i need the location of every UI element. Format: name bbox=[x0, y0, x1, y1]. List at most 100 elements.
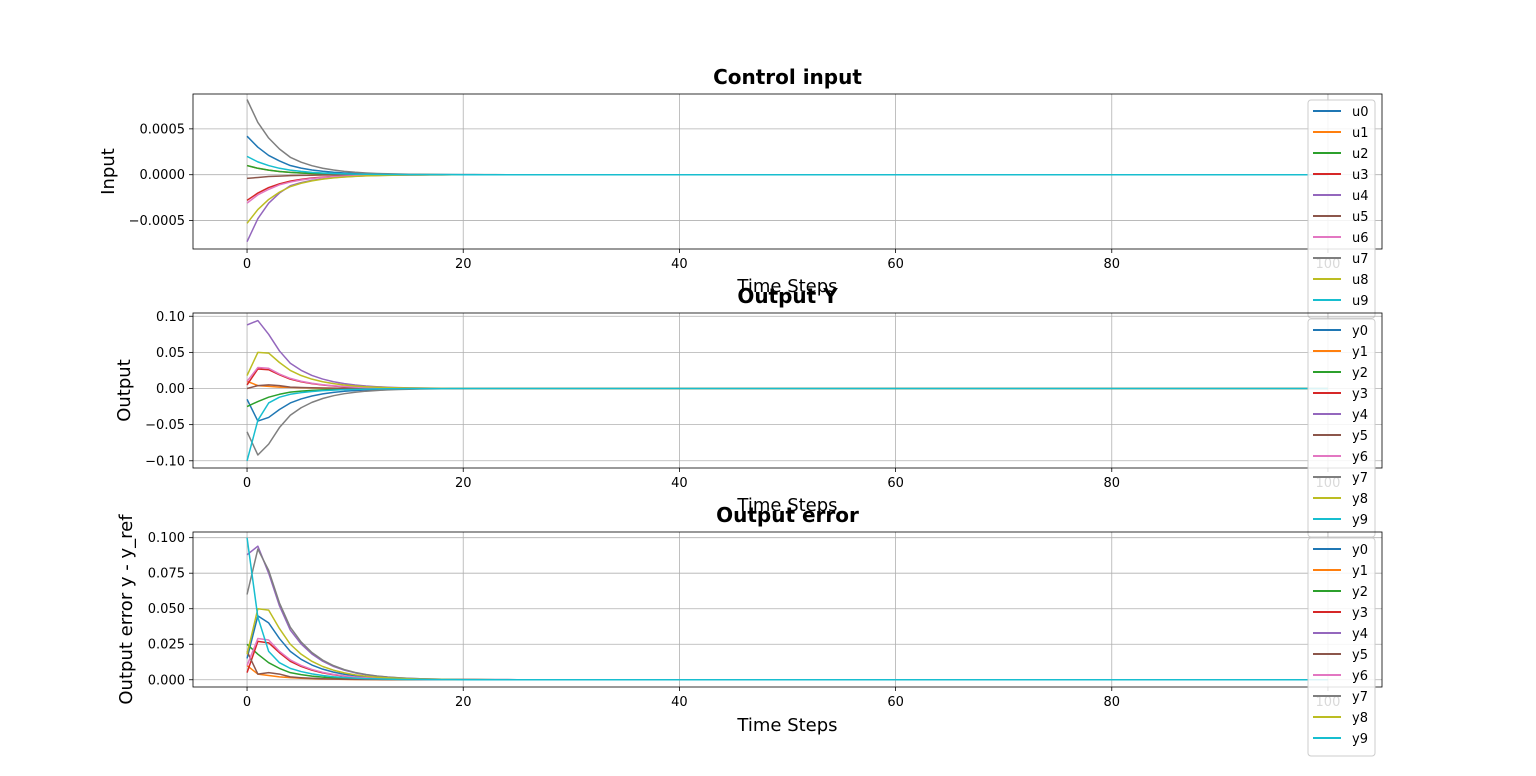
legend-label-y0: y0 bbox=[1352, 324, 1368, 339]
series-line-y9 bbox=[246, 537, 1328, 681]
y-tick-label: 0.00 bbox=[156, 382, 185, 397]
x-tick-label: 20 bbox=[455, 695, 472, 710]
y-tick-label: −0.05 bbox=[145, 418, 185, 433]
y-tick-label: 0.075 bbox=[148, 567, 185, 582]
series-line-y0 bbox=[246, 615, 1328, 681]
legend-label-y2: y2 bbox=[1352, 366, 1368, 381]
legend-label-y8: y8 bbox=[1352, 711, 1368, 726]
series-line-y0 bbox=[246, 387, 1328, 422]
x-axis-label: Time Steps bbox=[736, 715, 837, 736]
legend-label-u0: u0 bbox=[1352, 105, 1369, 120]
legend-label-y3: y3 bbox=[1352, 606, 1368, 621]
series-line-y2 bbox=[246, 643, 1328, 681]
series-line-y9 bbox=[246, 387, 1328, 461]
series-line-y6 bbox=[246, 637, 1328, 681]
legend-label-y4: y4 bbox=[1352, 408, 1368, 423]
series-line-u0 bbox=[246, 135, 1328, 176]
y-tick-label: −0.10 bbox=[145, 454, 185, 469]
legend-label-y5: y5 bbox=[1352, 429, 1368, 444]
series-group bbox=[246, 537, 1328, 681]
legend-label-y7: y7 bbox=[1352, 471, 1368, 486]
axes-frame bbox=[192, 93, 1383, 250]
series-line-y5 bbox=[246, 651, 1328, 681]
series-line-y3 bbox=[246, 368, 1328, 390]
legend-label-u8: u8 bbox=[1352, 273, 1369, 288]
x-tick-label: 80 bbox=[1103, 695, 1120, 710]
chart-title: Output error bbox=[716, 503, 859, 527]
legend-label-u9: u9 bbox=[1352, 294, 1369, 309]
y-tick-label: 0.0000 bbox=[140, 168, 186, 183]
y-tick-label: 0.025 bbox=[148, 638, 185, 653]
y-tick-label: 0.10 bbox=[156, 310, 185, 325]
x-tick-label: 40 bbox=[671, 257, 688, 272]
y-axis-label: Input bbox=[98, 148, 119, 195]
x-tick-label: 40 bbox=[671, 476, 688, 491]
legend-box bbox=[1307, 99, 1376, 319]
series-group bbox=[246, 319, 1328, 461]
series-line-u6 bbox=[246, 173, 1328, 204]
legend-label-y0: y0 bbox=[1352, 543, 1368, 558]
x-tick-label: 80 bbox=[1103, 257, 1120, 272]
x-tick-label: 20 bbox=[455, 257, 472, 272]
y-tick-label: 0.050 bbox=[148, 602, 185, 617]
series-line-y3 bbox=[246, 640, 1328, 681]
x-axis-label: Time Steps bbox=[736, 276, 837, 297]
x-tick-label: 60 bbox=[887, 476, 904, 491]
legend-label-y9: y9 bbox=[1352, 732, 1368, 747]
y-tick-label: −0.0005 bbox=[129, 214, 185, 229]
legend-label-u3: u3 bbox=[1352, 168, 1369, 183]
series-group bbox=[246, 99, 1328, 242]
legend-label-y1: y1 bbox=[1352, 564, 1368, 579]
legend-box bbox=[1307, 318, 1376, 538]
y-axis-label: Output bbox=[114, 359, 135, 422]
y-tick-label: 0.0005 bbox=[140, 122, 186, 137]
legend-label-y2: y2 bbox=[1352, 585, 1368, 600]
x-tick-label: 20 bbox=[455, 476, 472, 491]
y-tick-label: 0.100 bbox=[148, 531, 185, 546]
series-line-y4 bbox=[246, 319, 1328, 390]
y-tick-label: 0.000 bbox=[148, 673, 185, 688]
series-line-u2 bbox=[246, 164, 1328, 176]
x-tick-label: 60 bbox=[887, 695, 904, 710]
legend: y0 y1 y2 y3 y4 y5 y6 y7 y8 y9 bbox=[1307, 318, 1376, 538]
legend-label-u1: u1 bbox=[1352, 126, 1369, 141]
series-line-u8 bbox=[246, 173, 1328, 224]
legend-label-u6: u6 bbox=[1352, 231, 1369, 246]
x-tick-label: 0 bbox=[243, 695, 251, 710]
legend-label-y8: y8 bbox=[1352, 492, 1368, 507]
subplot-2: 0204060801000.0000.0250.0500.0750.100Tim… bbox=[116, 503, 1383, 757]
series-line-y2 bbox=[246, 387, 1328, 408]
axes-frame bbox=[192, 312, 1383, 469]
y-axis-label: Output error y - y_ref bbox=[116, 514, 137, 705]
series-line-u9 bbox=[246, 155, 1328, 176]
legend-box bbox=[1307, 537, 1376, 757]
legend-label-u4: u4 bbox=[1352, 189, 1369, 204]
legend-label-u2: u2 bbox=[1352, 147, 1369, 162]
series-line-y7 bbox=[246, 387, 1328, 456]
series-line-u4 bbox=[246, 173, 1328, 242]
legend-label-y9: y9 bbox=[1352, 513, 1368, 528]
series-line-u3 bbox=[246, 173, 1328, 202]
legend-label-y3: y3 bbox=[1352, 387, 1368, 402]
series-line-y8 bbox=[246, 351, 1328, 390]
axes-frame bbox=[192, 531, 1383, 688]
legend-label-u5: u5 bbox=[1352, 210, 1369, 225]
legend-label-u7: u7 bbox=[1352, 252, 1369, 267]
y-tick-label: 0.05 bbox=[156, 346, 185, 361]
legend: y0 y1 y2 y3 y4 y5 y6 y7 y8 y9 bbox=[1307, 537, 1376, 757]
legend-label-y7: y7 bbox=[1352, 690, 1368, 705]
series-line-y4 bbox=[246, 545, 1328, 681]
series-line-u7 bbox=[246, 99, 1328, 176]
x-tick-label: 0 bbox=[243, 476, 251, 491]
x-tick-label: 40 bbox=[671, 695, 688, 710]
series-line-y6 bbox=[246, 366, 1328, 390]
legend-label-y6: y6 bbox=[1352, 450, 1368, 465]
legend-label-y5: y5 bbox=[1352, 648, 1368, 663]
legend: u0 u1 u2 u3 u4 u5 u6 u7 u8 u9 bbox=[1307, 99, 1376, 319]
legend-label-y4: y4 bbox=[1352, 627, 1368, 642]
legend-label-y6: y6 bbox=[1352, 669, 1368, 684]
